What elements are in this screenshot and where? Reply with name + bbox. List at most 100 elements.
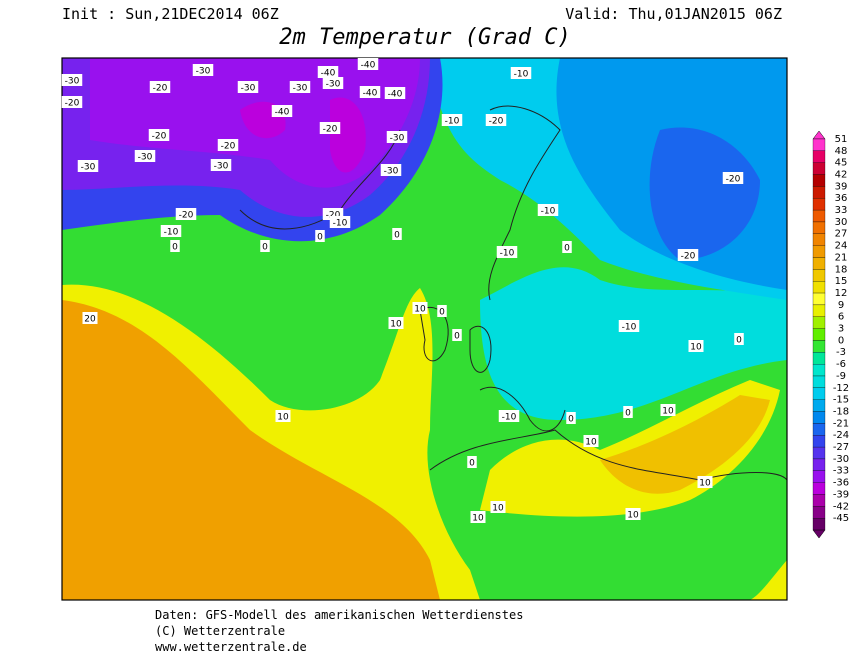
contour-label-bg [192, 64, 214, 76]
colorbar-swatch [812, 209, 826, 223]
contour-label-bg [412, 302, 428, 314]
contour-label: -10 [502, 413, 517, 423]
colorbar-label: 45 [835, 158, 848, 169]
colorbar-label: -15 [833, 395, 849, 406]
colorbar-swatch [812, 399, 826, 412]
contour-label-bg [237, 81, 259, 93]
contour-label-bg [485, 114, 507, 126]
contour-label: 0 [172, 243, 178, 253]
contour-label-bg [388, 317, 404, 329]
contour-label-bg [380, 164, 402, 176]
colorbar-swatch [812, 435, 826, 448]
contour-label: -10 [333, 219, 348, 229]
contour-label: 0 [454, 332, 460, 342]
contour-label-bg [437, 305, 447, 317]
contour-label-bg [386, 131, 408, 143]
contour-label-bg [467, 456, 477, 468]
contour-label-bg [175, 208, 197, 220]
contour-label: -30 [65, 77, 80, 87]
colorbar-label: -36 [833, 478, 849, 489]
contour-label-bg [498, 410, 520, 422]
contour-label: -10 [500, 249, 515, 259]
contour-label-bg [271, 105, 293, 117]
contour-label-bg [134, 150, 156, 162]
contour-label: 10 [390, 320, 402, 330]
contour-label: -30 [293, 84, 308, 94]
contour-label-bg [537, 204, 559, 216]
contour-label-bg [317, 66, 339, 78]
contour-label: -30 [214, 162, 229, 172]
colorbar-swatch [812, 162, 826, 175]
contour-label: 10 [414, 305, 426, 315]
contour-label: 0 [394, 231, 400, 241]
contour-label-bg [566, 412, 576, 424]
contour-label-bg [625, 508, 641, 520]
contour-label-bg [384, 87, 406, 99]
colorbar-top-arrow [812, 130, 826, 140]
colorbar-swatch [812, 363, 826, 377]
colorbar-label: 0 [838, 335, 844, 346]
colorbar-label: 27 [835, 229, 848, 240]
colorbar-swatch [812, 257, 826, 270]
contour-label: -20 [221, 142, 236, 152]
contour-label: 10 [662, 407, 674, 417]
contour-label: 0 [736, 336, 742, 346]
colorbar-swatch [812, 221, 826, 234]
colorbar-label: 30 [835, 217, 848, 228]
contour-label-bg [490, 501, 506, 513]
contour-label: -20 [65, 99, 80, 109]
colorbar-swatch [812, 269, 826, 282]
colorbar-swatch [812, 375, 826, 389]
colorbar-swatch [812, 340, 826, 353]
contour-label-bg [357, 58, 379, 70]
contour-label: -30 [390, 134, 405, 144]
contour-label-bg [452, 329, 462, 341]
footer-url: www.wetterzentrale.de [155, 640, 307, 654]
contour-label-bg [275, 410, 291, 422]
contour-label-bg [623, 406, 633, 418]
colorbar-swatch [812, 387, 826, 400]
contour-label-bg [722, 172, 744, 184]
contour-label-bg [697, 476, 713, 488]
colorbar-label: 9 [838, 300, 844, 311]
contour-label: 0 [439, 308, 445, 318]
colorbar-label: 18 [835, 264, 848, 275]
contour-label: -30 [241, 84, 256, 94]
colorbar-label: 6 [838, 312, 844, 323]
contour-label-bg [562, 241, 572, 253]
colorbar-swatch [812, 328, 826, 341]
colorbar-swatch [812, 518, 826, 531]
contour-label: -30 [81, 163, 96, 173]
contour-label: 0 [625, 409, 631, 419]
contour-label: -20 [323, 125, 338, 135]
colorbar-swatch [812, 470, 826, 483]
colorbar-swatch [812, 482, 826, 495]
colorbar-label: -27 [833, 442, 849, 453]
colorbar-label: 15 [835, 276, 848, 287]
colorbar-swatch [812, 281, 826, 294]
footer-source: Daten: GFS-Modell des amerikanischen Wet… [155, 608, 523, 622]
contour-label: -20 [681, 252, 696, 262]
colorbar-swatch [812, 233, 826, 246]
contour-label-bg [82, 312, 98, 324]
temperature-field [62, 58, 787, 600]
colorbar-label: -21 [833, 418, 849, 429]
colorbar-label: -45 [833, 513, 849, 524]
contour-label-bg [392, 228, 402, 240]
contour-label-bg [319, 122, 341, 134]
colorbar-swatch [812, 150, 826, 163]
contour-label: -40 [388, 90, 403, 100]
contour-label: 10 [690, 343, 702, 353]
contour-label: -40 [321, 69, 336, 79]
contour-label-bg [217, 139, 239, 151]
contour-label: 0 [564, 244, 570, 254]
colorbar-label: 33 [835, 205, 848, 216]
contour-label: -20 [326, 211, 341, 221]
colorbar-label: -9 [836, 371, 846, 382]
contour-label: -40 [363, 89, 378, 99]
contour-label: 0 [469, 459, 475, 469]
contour-label-bg [583, 435, 599, 447]
contour-label: -40 [275, 108, 290, 118]
contour-label-bg [148, 129, 170, 141]
contour-label: -40 [361, 61, 376, 71]
